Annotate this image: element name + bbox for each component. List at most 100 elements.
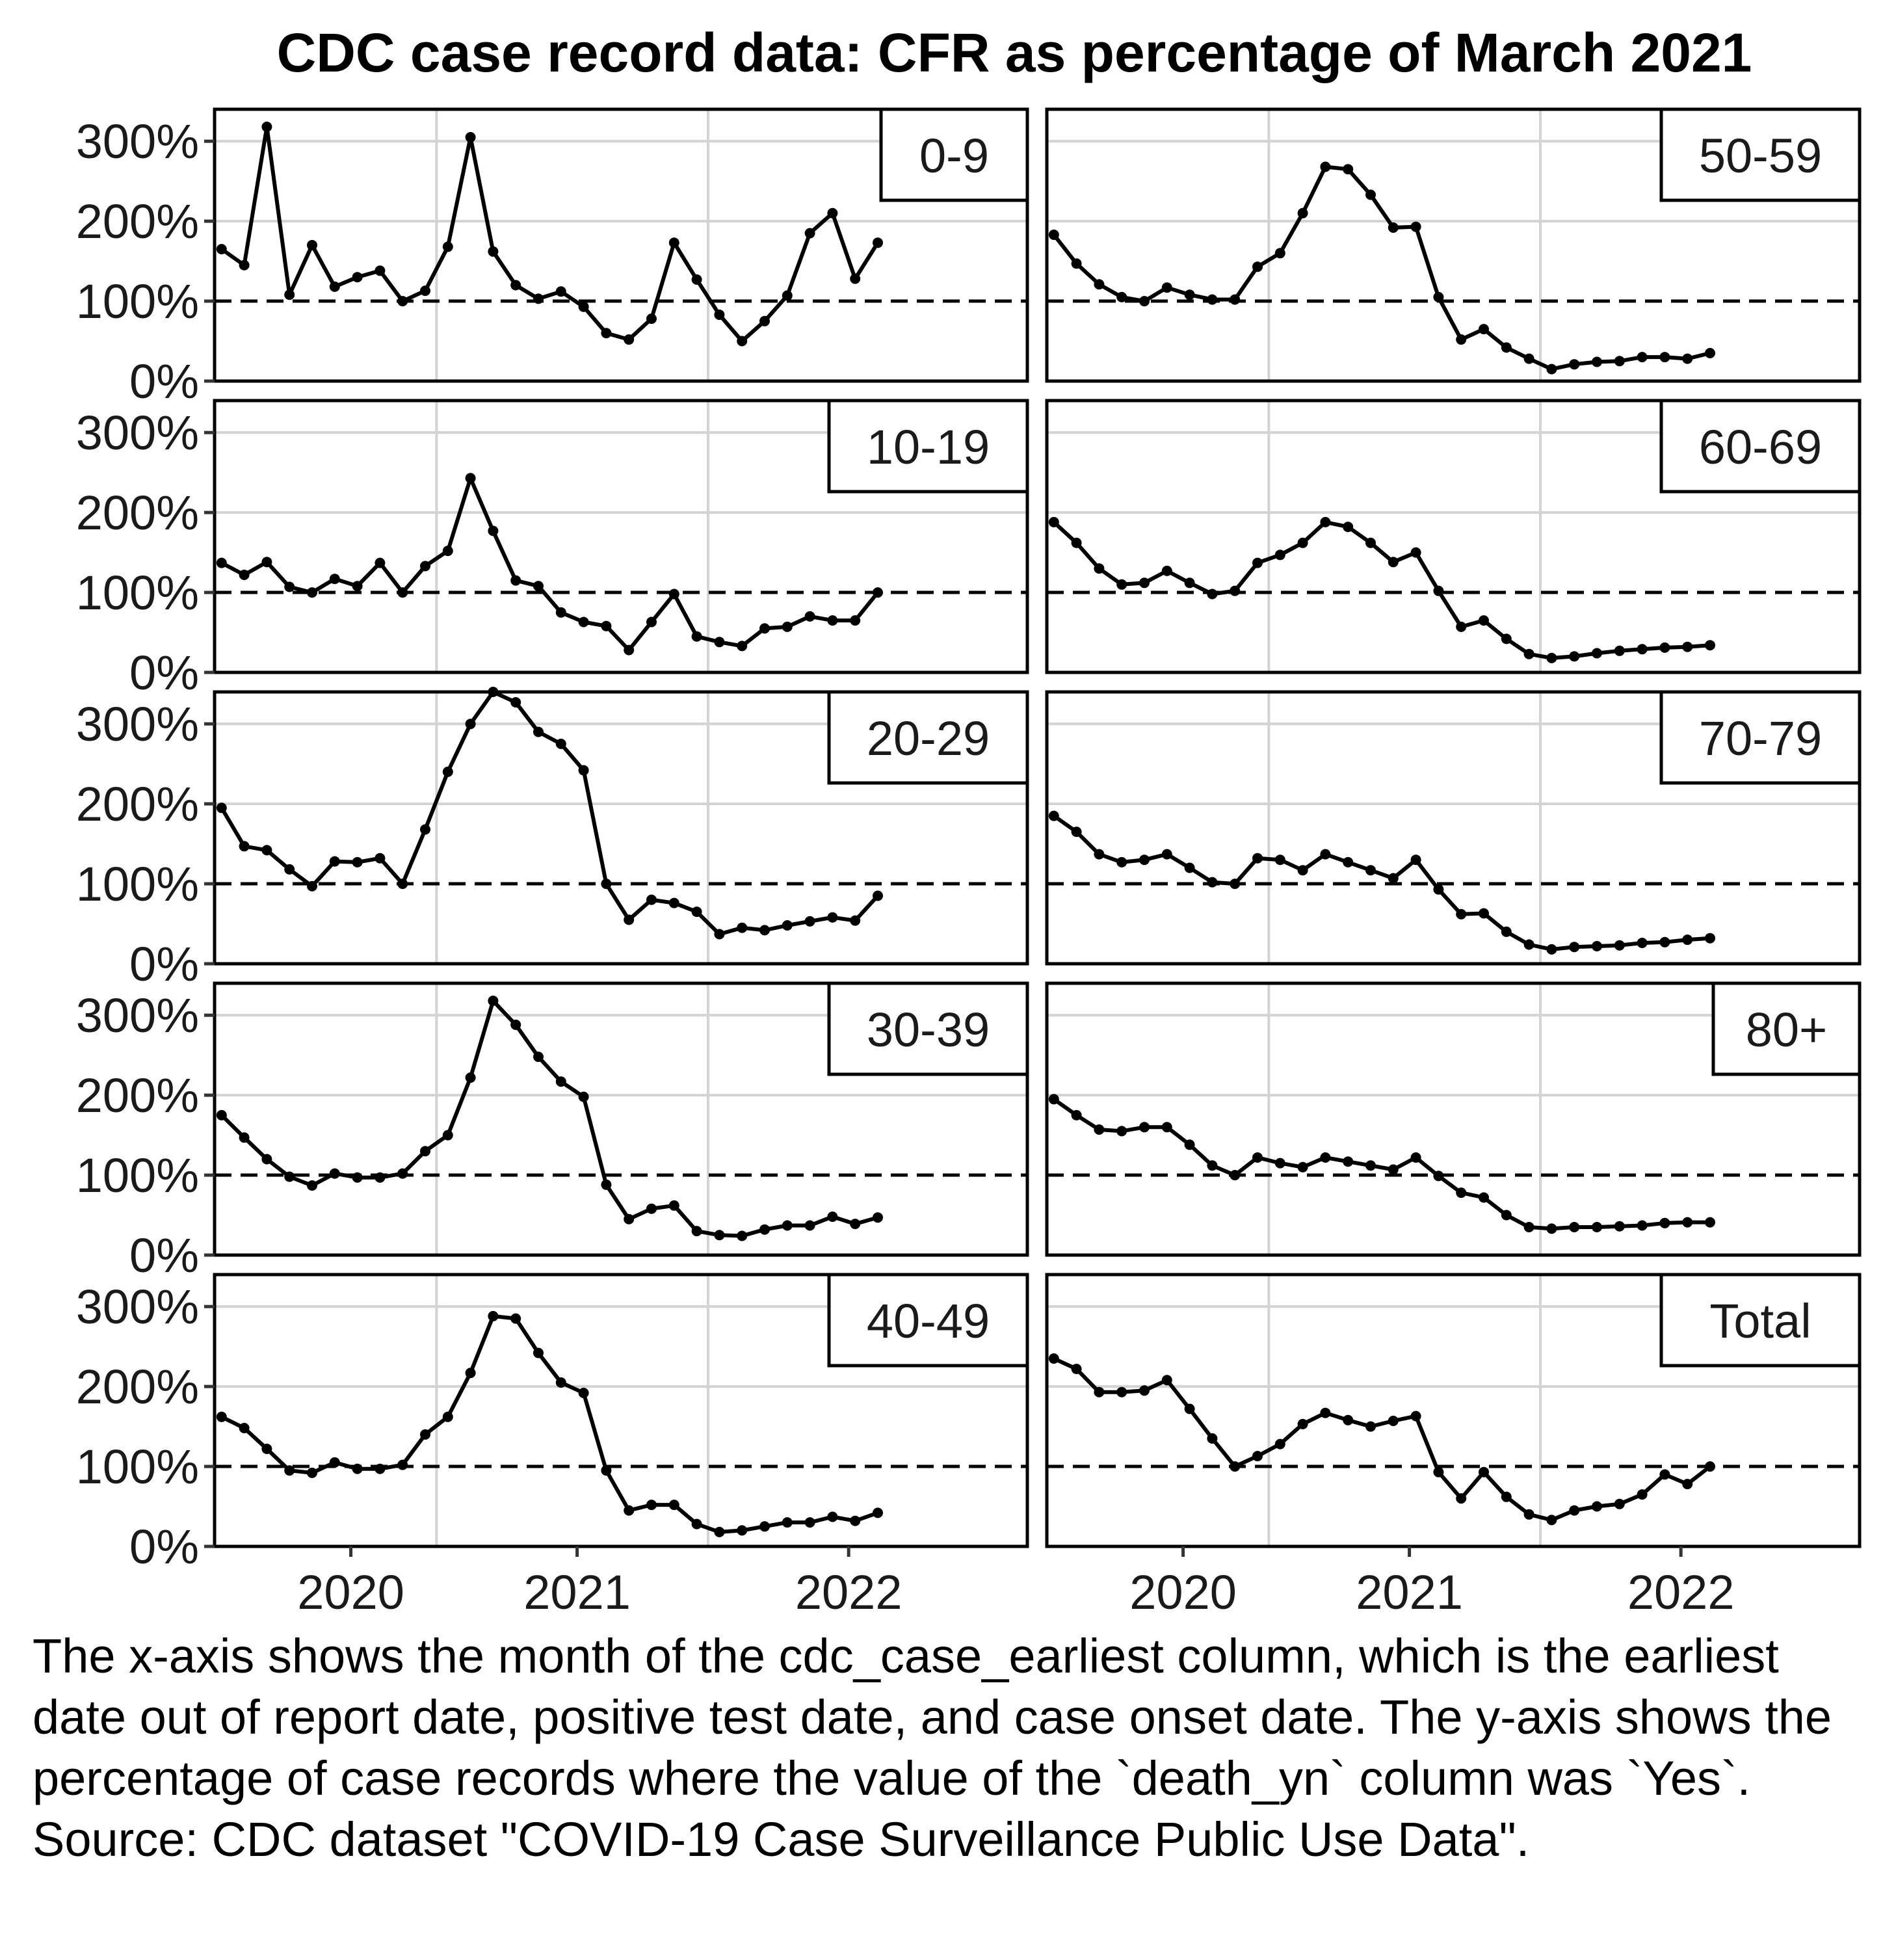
data-point <box>307 587 317 598</box>
data-point <box>646 313 657 324</box>
data-point <box>850 1515 861 1526</box>
y-tick-label: 100% <box>76 857 199 911</box>
data-point <box>714 929 725 940</box>
data-point <box>1456 334 1467 345</box>
data-point <box>1637 1220 1648 1231</box>
data-point <box>442 546 453 557</box>
data-point <box>1071 258 1082 269</box>
data-point <box>1116 579 1127 590</box>
panel-label: 20-29 <box>867 711 990 765</box>
y-tick-label: 0% <box>129 937 199 991</box>
series-line-40-49 <box>220 1314 878 1534</box>
data-point <box>1274 1438 1285 1450</box>
data-point <box>510 1313 521 1324</box>
data-point <box>555 286 566 297</box>
data-point <box>397 296 408 307</box>
data-point <box>1456 908 1467 920</box>
data-point <box>1207 589 1218 600</box>
data-point <box>737 336 748 347</box>
data-point <box>352 272 363 283</box>
panel-label-box <box>1659 107 1862 202</box>
y-tick-label: 300% <box>76 114 199 168</box>
panel-10-19: 10-19 0% 100% 200% 300% <box>76 399 1029 700</box>
data-point <box>1637 644 1648 655</box>
panel-label-box <box>827 1273 1029 1368</box>
data-point <box>714 310 725 320</box>
data-point <box>284 581 295 592</box>
series-line-Total <box>1053 1357 1711 1522</box>
data-point <box>1094 279 1105 290</box>
data-point <box>1592 1501 1602 1512</box>
panel-border <box>213 981 1029 1257</box>
panel-label-box <box>827 690 1029 785</box>
x-tick-label: 2022 <box>1627 1565 1735 1613</box>
panel-label: 40-49 <box>867 1294 990 1348</box>
data-point <box>624 1505 635 1516</box>
data-point <box>714 637 725 648</box>
data-point <box>1705 640 1715 651</box>
data-point <box>1546 1515 1557 1526</box>
data-point <box>1274 1158 1285 1169</box>
data-point <box>329 1168 340 1179</box>
data-point <box>533 726 544 737</box>
data-point <box>216 244 227 255</box>
data-point <box>1094 563 1105 574</box>
y-tick-label: 100% <box>76 1148 199 1202</box>
data-point <box>1410 854 1421 866</box>
data-point <box>1116 291 1127 302</box>
data-point <box>1297 207 1308 219</box>
panel-border <box>213 1273 1029 1548</box>
data-point <box>1297 865 1308 876</box>
data-point <box>850 1219 861 1230</box>
data-point <box>578 616 589 628</box>
data-point <box>1207 877 1218 888</box>
data-point <box>533 581 544 592</box>
y-tick-label: 300% <box>76 406 199 460</box>
y-tick-label: 200% <box>76 486 199 540</box>
data-point <box>1614 1498 1625 1509</box>
data-point <box>1343 856 1354 867</box>
data-point <box>1523 1222 1534 1232</box>
chart: CDC case record data: CFR as percentage … <box>76 22 1862 1613</box>
data-point <box>601 328 612 339</box>
data-point <box>1479 908 1489 919</box>
data-point <box>352 1463 363 1474</box>
data-point <box>1388 557 1399 568</box>
data-point <box>1456 621 1467 632</box>
data-point <box>533 293 544 304</box>
data-point <box>1637 938 1648 948</box>
data-point <box>375 1172 386 1183</box>
data-point <box>1569 942 1580 953</box>
series-line-60-69 <box>1052 520 1711 660</box>
data-point <box>1592 356 1602 367</box>
data-point <box>1230 879 1241 890</box>
data-point <box>555 607 566 618</box>
data-point <box>624 644 635 656</box>
data-point <box>488 246 499 257</box>
data-point <box>375 557 386 568</box>
panel-60-69: 60-69 <box>1045 399 1862 674</box>
data-point <box>1252 1152 1263 1163</box>
data-point <box>668 1500 679 1511</box>
data-point <box>601 1179 612 1190</box>
data-point <box>261 1154 272 1165</box>
panel-label-box <box>1659 1273 1862 1368</box>
data-point <box>1637 352 1648 363</box>
data-point <box>1320 516 1331 527</box>
data-point <box>239 259 250 271</box>
data-point <box>1433 291 1444 302</box>
data-point <box>714 1526 725 1537</box>
data-point <box>1682 1217 1693 1228</box>
series-line-50-59 <box>1052 165 1711 371</box>
data-point <box>307 240 317 250</box>
data-point <box>1320 849 1331 860</box>
data-point <box>1139 296 1150 307</box>
data-point <box>1274 248 1285 259</box>
panel-label: 80+ <box>1746 1003 1828 1057</box>
x-tick-label: 2021 <box>523 1565 631 1613</box>
panel-40-49: 40-49 0% 100% 200% 300% <box>76 1273 1029 1574</box>
data-point <box>1682 641 1693 652</box>
chart-title: CDC case record data: CFR as percentage … <box>277 22 1752 83</box>
data-point <box>1274 550 1285 561</box>
data-point <box>307 1180 317 1191</box>
